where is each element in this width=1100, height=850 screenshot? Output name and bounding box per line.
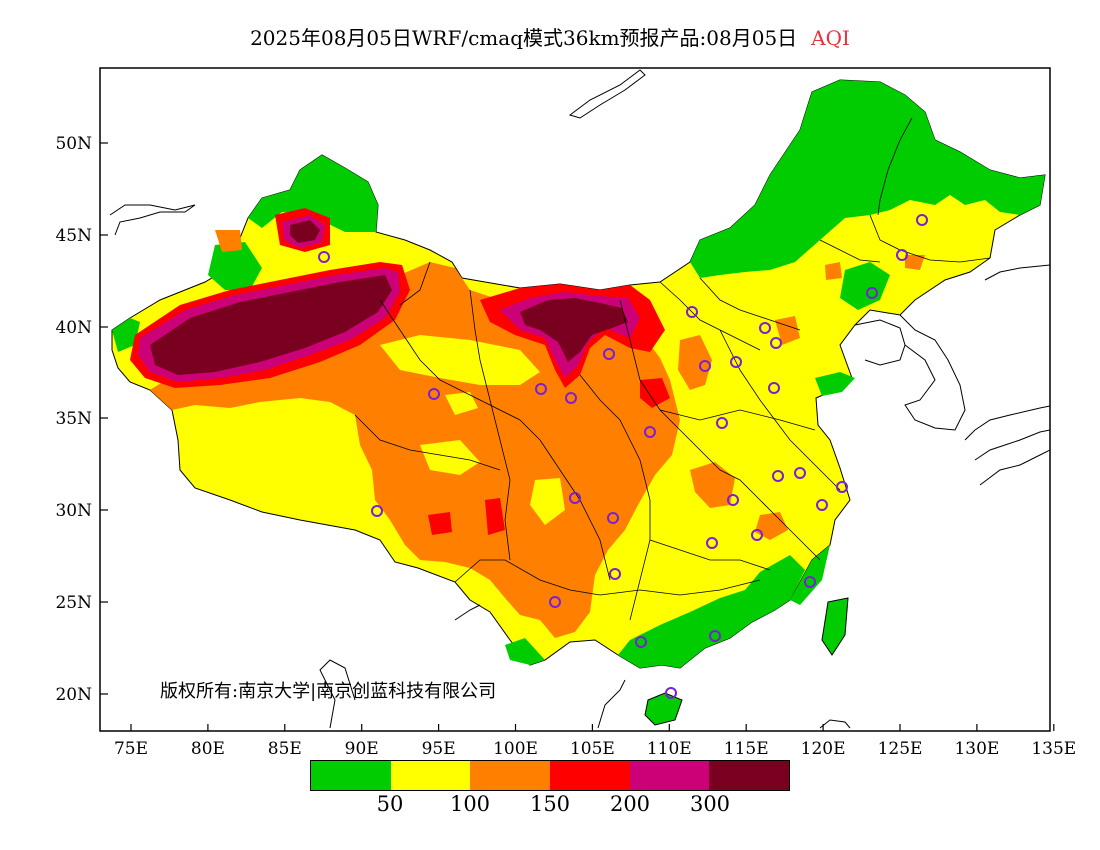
map-content xyxy=(109,69,1050,729)
map-title: 2025年08月05日WRF/cmaq模式36km预报产品:08月05日 AQI xyxy=(0,22,1100,51)
lon-tick-label: 75E xyxy=(114,739,148,759)
station-marker xyxy=(768,382,780,394)
station-marker xyxy=(896,249,908,261)
station-marker xyxy=(794,467,806,479)
station-marker xyxy=(318,251,330,263)
station-marker xyxy=(772,470,784,482)
coastlines xyxy=(109,69,1050,729)
lon-tick-label: 135E xyxy=(1031,739,1076,759)
lon-tick-label: 95E xyxy=(422,739,456,759)
station-marker xyxy=(804,576,816,588)
lat-tick-label: 45N xyxy=(55,226,92,246)
station-marker xyxy=(635,636,647,648)
province-borders xyxy=(354,117,991,621)
legend-swatch xyxy=(629,761,710,790)
legend-swatch xyxy=(709,761,790,790)
legend-swatch xyxy=(311,761,391,790)
hazardous-aqi-regions xyxy=(150,220,628,375)
lat-tick-label: 50N xyxy=(55,134,92,154)
station-marker xyxy=(428,388,440,400)
station-marker xyxy=(751,529,763,541)
title-main: 2025年08月05日WRF/cmaq模式36km预报产品:08月05日 xyxy=(250,26,798,50)
station-marker xyxy=(569,492,581,504)
longitude-axis: 75E 80E 85E 90E 95E 100E 105E 110E 115E 120E 125E 1… xyxy=(114,724,1076,759)
station-markers xyxy=(318,214,928,699)
lat-tick-label: 25N xyxy=(55,593,92,613)
station-marker xyxy=(916,214,928,226)
lon-tick-label: 120E xyxy=(801,739,846,759)
station-marker xyxy=(716,417,728,429)
lon-tick-label: 100E xyxy=(493,739,538,759)
station-marker xyxy=(535,383,547,395)
legend-label: 300 xyxy=(689,792,731,816)
latitude-axis: 20N 25N 30N 35N 40N 45N 50N xyxy=(55,134,108,705)
copyright-text: 版权所有:南京大学|南京创蓝科技有限公司 xyxy=(160,681,496,702)
station-marker xyxy=(609,568,621,580)
station-marker xyxy=(603,348,615,360)
lat-tick-label: 30N xyxy=(55,501,92,521)
taiwan-outline xyxy=(821,597,849,656)
station-marker xyxy=(730,356,742,368)
station-marker xyxy=(607,512,619,524)
lon-tick-label: 125E xyxy=(878,739,923,759)
lon-tick-label: 80E xyxy=(191,739,225,759)
station-marker xyxy=(665,687,677,699)
station-marker xyxy=(565,392,577,404)
station-marker xyxy=(727,494,739,506)
lon-tick-label: 115E xyxy=(724,739,769,759)
map-frame xyxy=(99,67,1051,732)
legend-swatch xyxy=(390,761,471,790)
moderate-aqi-patches xyxy=(270,335,565,525)
legend-swatch xyxy=(470,761,551,790)
station-marker xyxy=(699,360,711,372)
station-marker xyxy=(866,287,878,299)
station-marker xyxy=(816,499,828,511)
title-variable: AQI xyxy=(811,26,850,50)
legend-swatch xyxy=(550,761,630,790)
lon-tick-label: 90E xyxy=(345,739,379,759)
station-marker xyxy=(836,481,848,493)
lat-tick-label: 40N xyxy=(55,318,92,338)
station-marker xyxy=(686,306,698,318)
lat-tick-label: 20N xyxy=(55,685,92,705)
aqi-legend-labels: 50 100 150 200 300 xyxy=(310,792,790,822)
legend-label: 150 xyxy=(529,792,571,816)
lat-tick-label: 35N xyxy=(55,409,92,429)
legend-label: 200 xyxy=(609,792,651,816)
lon-tick-label: 105E xyxy=(570,739,615,759)
station-marker xyxy=(709,630,721,642)
lon-tick-label: 110E xyxy=(647,739,692,759)
station-marker xyxy=(549,596,561,608)
station-marker xyxy=(706,537,718,549)
lon-tick-label: 85E xyxy=(268,739,302,759)
station-marker xyxy=(759,322,771,334)
legend-label: 100 xyxy=(449,792,491,816)
station-marker xyxy=(644,426,656,438)
aqi-legend xyxy=(310,760,790,791)
station-marker xyxy=(371,505,383,517)
legend-label: 50 xyxy=(376,792,404,816)
lon-tick-label: 130E xyxy=(954,739,999,759)
station-marker xyxy=(770,337,782,349)
